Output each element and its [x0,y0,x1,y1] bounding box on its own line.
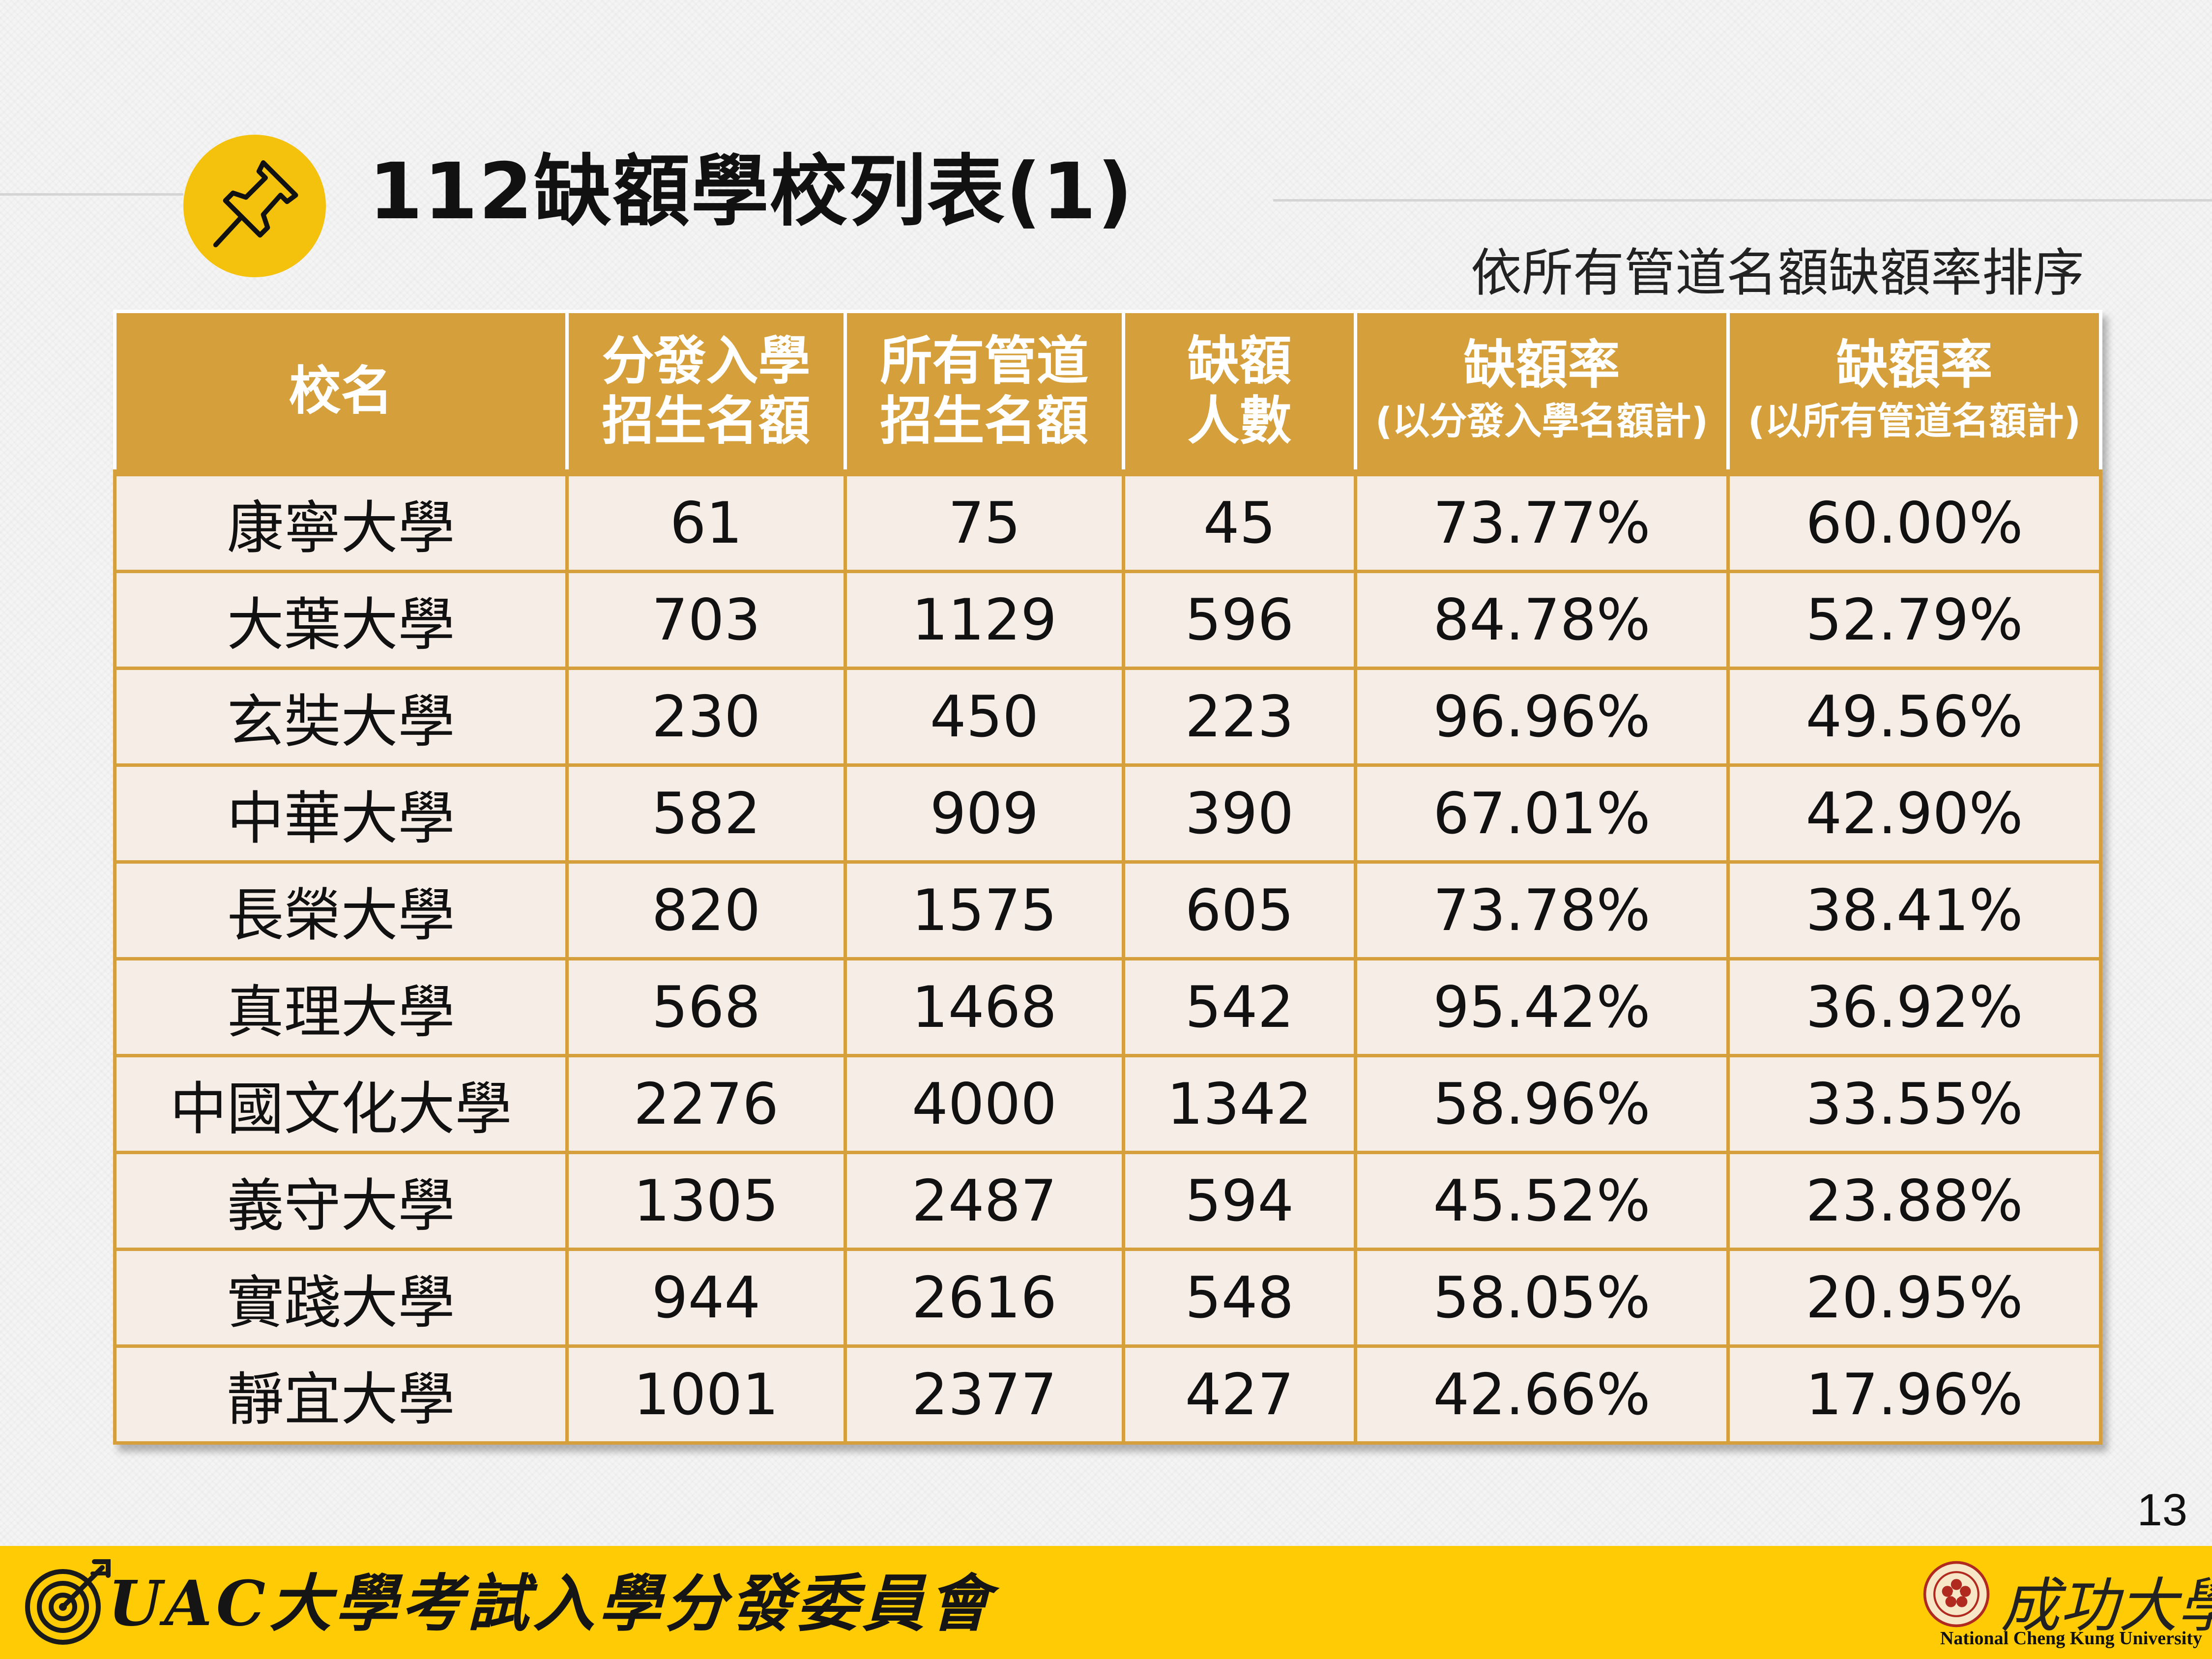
university-name-en: National Cheng Kung University [1940,1628,2202,1649]
cell-vacancy-rate-all: 23.88% [1726,1151,2102,1251]
page-number: 13 [2137,1485,2187,1535]
cell-distribution-quota: 1001 [565,1344,847,1445]
cell-distribution-quota: 703 [565,570,847,670]
university-seal-icon [1922,1560,1991,1630]
table-row: 中國文化大學 2276 4000 1342 58.96% 33.55% [113,1054,2102,1154]
footer-bar: UAC大學考試入學分發委員會 成功大學 National Cheng Kung … [0,1546,2212,1659]
cell-vacancy-count: 45 [1122,469,1357,573]
cell-vacancy-count: 1342 [1122,1054,1357,1154]
university-name-cn: 成功大學 [2001,1572,2212,1640]
column-header-vacancy-rate-distribution: 缺額率 (以分發入學名額計) [1354,310,1730,475]
cell-all-channels-quota: 4000 [844,1054,1125,1154]
table-row: 大葉大學 703 1129 596 84.78% 52.79% [113,570,2102,670]
cell-all-channels-quota: 1129 [844,570,1125,670]
cell-school-name: 中國文化大學 [113,1054,569,1154]
column-header-distribution-quota: 分發入學 招生名額 [565,310,847,475]
slide-title: 112缺額學校列表(1) [369,146,1134,237]
cell-all-channels-quota: 909 [844,763,1125,864]
cell-vacancy-count: 223 [1122,667,1357,767]
cell-school-name: 大葉大學 [113,570,569,670]
cell-school-name: 玄奘大學 [113,667,569,767]
cell-vacancy-rate-distribution: 42.66% [1354,1344,1730,1445]
cell-vacancy-count: 390 [1122,763,1357,864]
table-row: 真理大學 568 1468 542 95.42% 36.92% [113,957,2102,1057]
column-header-vacancy-rate-all: 缺額率 (以所有管道名額計) [1726,310,2102,475]
cell-vacancy-count: 605 [1122,860,1357,960]
cell-vacancy-count: 596 [1122,570,1357,670]
cell-vacancy-rate-all: 42.90% [1726,763,2102,864]
cell-vacancy-rate-all: 49.56% [1726,667,2102,767]
cell-vacancy-rate-distribution: 73.78% [1354,860,1730,960]
title-rule-right [1273,199,2212,202]
cell-all-channels-quota: 1468 [844,957,1125,1057]
cell-vacancy-rate-all: 17.96% [1726,1344,2102,1445]
cell-distribution-quota: 1305 [565,1151,847,1251]
cell-vacancy-rate-all: 33.55% [1726,1054,2102,1154]
table-row: 義守大學 1305 2487 594 45.52% 23.88% [113,1151,2102,1251]
cell-vacancy-rate-all: 60.00% [1726,469,2102,573]
cell-vacancy-rate-distribution: 84.78% [1354,570,1730,670]
table-header-row: 校名 分發入學 招生名額 所有管道 招生名額 缺額 人數 缺額率 (以分發入學名… [113,310,2102,475]
column-header-vacancy-count: 缺額 人數 [1122,310,1357,475]
cell-all-channels-quota: 2487 [844,1151,1125,1251]
table-row: 玄奘大學 230 450 223 96.96% 49.56% [113,667,2102,767]
cell-all-channels-quota: 450 [844,667,1125,767]
cell-vacancy-rate-distribution: 95.42% [1354,957,1730,1057]
cell-distribution-quota: 944 [565,1248,847,1348]
table-row: 實踐大學 944 2616 548 58.05% 20.95% [113,1248,2102,1348]
table-row: 中華大學 582 909 390 67.01% 42.90% [113,763,2102,864]
cell-school-name: 長榮大學 [113,860,569,960]
table-row: 靜宜大學 1001 2377 427 42.66% 17.96% [113,1344,2102,1445]
cell-all-channels-quota: 2377 [844,1344,1125,1445]
cell-school-name: 中華大學 [113,763,569,864]
cell-distribution-quota: 61 [565,469,847,573]
cell-all-channels-quota: 1575 [844,860,1125,960]
column-header-all-channels-quota: 所有管道 招生名額 [844,310,1125,475]
cell-school-name: 實踐大學 [113,1248,569,1348]
pushpin-icon [183,135,326,277]
cell-distribution-quota: 820 [565,860,847,960]
cell-school-name: 康寧大學 [113,469,569,573]
cell-vacancy-rate-distribution: 58.96% [1354,1054,1730,1154]
cell-vacancy-count: 548 [1122,1248,1357,1348]
cell-vacancy-rate-distribution: 58.05% [1354,1248,1730,1348]
table-subtitle: 依所有管道名額缺額率排序 [1470,243,2084,303]
cell-school-name: 靜宜大學 [113,1344,569,1445]
cell-vacancy-rate-all: 36.92% [1726,957,2102,1057]
cell-distribution-quota: 230 [565,667,847,767]
cell-all-channels-quota: 75 [844,469,1125,573]
cell-school-name: 義守大學 [113,1151,569,1251]
cell-distribution-quota: 2276 [565,1054,847,1154]
cell-vacancy-count: 594 [1122,1151,1357,1251]
target-arrow-icon [20,1552,118,1652]
cell-vacancy-rate-distribution: 73.77% [1354,469,1730,573]
cell-school-name: 真理大學 [113,957,569,1057]
column-header-school: 校名 [113,310,569,475]
cell-vacancy-count: 542 [1122,957,1357,1057]
cell-vacancy-rate-all: 20.95% [1726,1248,2102,1348]
cell-vacancy-rate-distribution: 45.52% [1354,1151,1730,1251]
cell-vacancy-rate-all: 38.41% [1726,860,2102,960]
cell-vacancy-rate-all: 52.79% [1726,570,2102,670]
cell-distribution-quota: 568 [565,957,847,1057]
cell-all-channels-quota: 2616 [844,1248,1125,1348]
cell-distribution-quota: 582 [565,763,847,864]
org-name: UAC大學考試入學分發委員會 [108,1567,994,1640]
university-logo: 成功大學 National Cheng Kung University [1912,1555,2212,1653]
cell-vacancy-rate-distribution: 96.96% [1354,667,1730,767]
cell-vacancy-rate-distribution: 67.01% [1354,763,1730,864]
vacancy-table: 校名 分發入學 招生名額 所有管道 招生名額 缺額 人數 缺額率 (以分發入學名… [113,310,2102,1445]
title-rule-left [0,193,183,196]
table-row: 長榮大學 820 1575 605 73.78% 38.41% [113,860,2102,960]
cell-vacancy-count: 427 [1122,1344,1357,1445]
table-row: 康寧大學 61 75 45 73.77% 60.00% [113,469,2102,573]
